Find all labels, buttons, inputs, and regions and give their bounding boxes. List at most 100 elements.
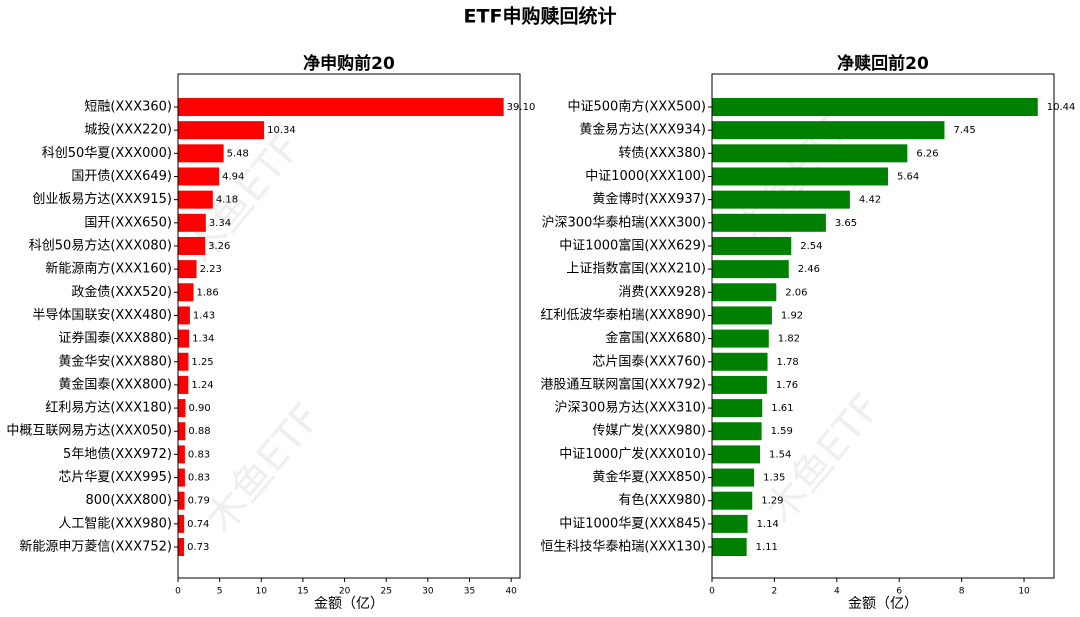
bar <box>178 375 189 394</box>
y-tick-label: 黄金华夏(XXX850) <box>592 469 706 485</box>
y-tick-label: 沪深300华泰柏瑞(XXX300) <box>542 214 707 230</box>
value-label: 6.26 <box>916 148 938 159</box>
value-label: 2.46 <box>798 264 820 275</box>
y-tick-label: 上证指数富国(XXX210) <box>566 261 706 277</box>
y-tick-label: 新能源申万菱信(XXX752) <box>19 539 172 555</box>
bar <box>178 236 206 255</box>
x-tick-label: 2 <box>772 587 778 597</box>
bar <box>178 352 189 371</box>
y-tick-label: 新能源南方(XXX160) <box>45 261 172 277</box>
y-tick-label: 有色(XXX980) <box>618 492 706 508</box>
y-tick-label: 芯片华夏(XXX995) <box>58 470 172 485</box>
value-label: 4.94 <box>222 171 244 182</box>
value-label: 1.43 <box>193 310 215 321</box>
y-tick-label: 转债(XXX380) <box>618 146 706 161</box>
y-tick-label: 800(XXX800) <box>86 493 173 508</box>
bar <box>712 306 772 325</box>
bar <box>712 190 850 209</box>
y-tick-label: 红利易方达(XXX180) <box>45 400 172 416</box>
value-label: 3.26 <box>208 241 230 252</box>
bar <box>712 375 767 394</box>
x-tick-label: 8 <box>959 587 965 597</box>
value-label: 0.83 <box>188 449 210 460</box>
value-label: 3.65 <box>835 218 857 229</box>
y-tick-label: 中证1000广发(XXX010) <box>559 446 706 462</box>
value-label: 1.29 <box>761 496 783 507</box>
bar <box>712 283 777 302</box>
value-label: 0.73 <box>187 542 209 553</box>
x-tick-label: 40 <box>505 587 517 597</box>
bar <box>178 283 194 302</box>
value-label: 7.45 <box>953 125 975 136</box>
bar <box>178 538 185 557</box>
bar <box>178 306 190 325</box>
x-tick-label: 10 <box>256 587 268 597</box>
y-tick-label: 短融(XXX360) <box>84 100 172 115</box>
value-label: 10.34 <box>267 125 296 136</box>
x-tick-label: 6 <box>896 587 902 597</box>
value-label: 4.42 <box>859 195 881 206</box>
y-tick-label: 半导体国联安(XXX480) <box>32 308 172 323</box>
value-label: 1.86 <box>196 287 218 298</box>
value-label: 2.54 <box>800 241 822 252</box>
bar <box>178 144 224 163</box>
x-tick-label: 25 <box>381 587 392 597</box>
value-label: 0.83 <box>188 473 210 484</box>
bar <box>712 399 763 418</box>
bar <box>712 538 747 557</box>
bar <box>712 491 753 510</box>
y-tick-label: 芯片国泰(XXX760) <box>592 354 706 369</box>
y-tick-label: 科创50易方达(XXX080) <box>29 237 172 253</box>
bar <box>178 329 190 348</box>
value-label: 1.35 <box>763 473 785 484</box>
watermark: 木鱼ETF <box>197 395 330 542</box>
bar <box>178 98 504 116</box>
x-axis-label: 金额（亿） <box>848 596 918 612</box>
y-tick-label: 红利低波华泰柏瑞(XXX890) <box>540 307 706 323</box>
bar <box>712 213 826 232</box>
bar <box>712 514 748 533</box>
y-tick-label: 消费(XXX928) <box>618 285 706 300</box>
x-tick-label: 10 <box>1018 587 1030 597</box>
panel-title: 净申购前20 <box>303 53 395 74</box>
y-tick-label: 黄金华安(XXX880) <box>58 353 172 369</box>
x-tick-label: 35 <box>464 587 475 597</box>
bar <box>178 260 197 279</box>
value-label: 1.25 <box>191 357 213 368</box>
value-label: 1.24 <box>191 380 213 391</box>
bar <box>712 260 789 279</box>
bar <box>712 329 769 348</box>
value-label: 0.90 <box>188 403 210 414</box>
value-label: 0.79 <box>188 496 210 507</box>
value-label: 1.59 <box>771 426 793 437</box>
y-tick-label: 黄金国泰(XXX800) <box>58 376 172 392</box>
bar <box>712 144 908 163</box>
y-tick-label: 中证500南方(XXX500) <box>568 99 707 115</box>
value-label: 2.06 <box>785 287 807 298</box>
bar <box>178 445 185 464</box>
value-label: 5.64 <box>897 171 919 182</box>
bar <box>178 422 186 441</box>
bar <box>712 98 1038 116</box>
value-label: 39.10 <box>507 102 536 113</box>
value-label: 2.23 <box>200 264 222 275</box>
bar <box>178 491 185 510</box>
value-label: 1.92 <box>781 310 803 321</box>
y-tick-label: 科创50华夏(XXX000) <box>42 146 172 161</box>
value-label: 1.14 <box>757 519 779 530</box>
axes-frame <box>711 73 1055 579</box>
bar <box>712 167 888 186</box>
value-label: 1.61 <box>771 403 793 414</box>
bar <box>712 422 762 441</box>
bar <box>178 190 213 209</box>
y-tick-label: 中证1000富国(XXX629) <box>559 237 706 253</box>
y-tick-label: 金富国(XXX680) <box>605 330 706 346</box>
y-tick-label: 中证1000(XXX100) <box>585 169 706 184</box>
y-tick-label: 城投(XXX220) <box>84 122 172 138</box>
panel-title: 净赎回前20 <box>837 53 929 74</box>
value-label: 3.34 <box>209 218 231 229</box>
value-label: 1.34 <box>192 334 214 345</box>
bar <box>712 236 792 255</box>
value-label: 5.48 <box>227 148 249 159</box>
value-label: 1.78 <box>777 357 799 368</box>
